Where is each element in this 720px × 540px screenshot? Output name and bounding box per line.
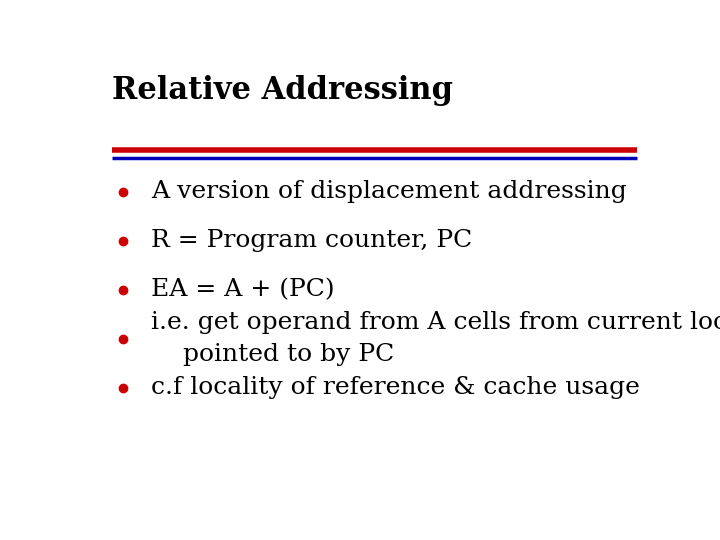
Text: i.e. get operand from A cells from current location
    pointed to by PC: i.e. get operand from A cells from curre…	[151, 312, 720, 366]
Text: Relative Addressing: Relative Addressing	[112, 76, 454, 106]
Text: A version of displacement addressing: A version of displacement addressing	[151, 180, 627, 203]
Text: c.f locality of reference & cache usage: c.f locality of reference & cache usage	[151, 376, 640, 400]
Text: EA = A + (PC): EA = A + (PC)	[151, 278, 335, 301]
Text: R = Program counter, PC: R = Program counter, PC	[151, 229, 472, 252]
